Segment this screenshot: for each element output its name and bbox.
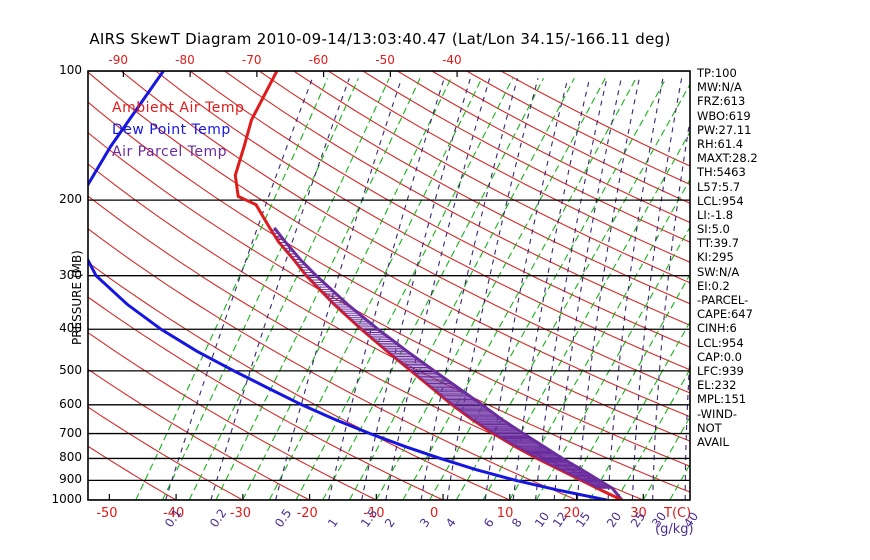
top-temp-tick-label: -40 [442,53,462,67]
bottom-temp-tick-label: -50 [96,506,118,521]
pressure-tick-label: 200 [59,192,82,207]
parameter-row: WBO:619 [697,108,751,123]
parameter-row: EL:232 [697,378,737,393]
parameter-row: TH:5463 [697,165,746,180]
pressure-tick-label: 100 [59,63,82,77]
parameter-row: MW:N/A [697,80,742,95]
parameter-row: PW:27.11 [697,122,752,137]
parameter-row: CAPE:647 [697,307,753,322]
bottom-temp-tick-label: 0 [430,506,439,521]
parameter-row: LI:-1.8 [697,207,734,222]
parameter-row: AVAIL [697,434,729,449]
top-temp-tick-label: -70 [241,53,262,67]
top-temp-tick-label: -80 [175,53,195,67]
parameter-row: L57:5.7 [697,179,741,194]
bottom-temp-tick-label: 20 [563,506,581,521]
parameter-row: -PARCEL- [697,293,749,307]
bottom-temp-tick-label: 30 [630,506,647,521]
x-axis-temp-title: T(C) [664,506,692,521]
top-temp-tick-label: -90 [108,53,128,67]
y-axis-title: PRESSURE (MB) [70,250,84,345]
parameter-row: LCL:954 [697,193,744,208]
parameter-panel: TP:100 MW:N/A FRZ:613 WBO:619 PW:27.11 RH:61.… [697,66,758,449]
parameter-row: EI:0.2 [697,278,730,293]
parameter-row: SI:5.0 [697,222,730,237]
x-axis-mixing-title: (g/kg) [655,522,694,537]
parameter-row: CINH:6 [697,321,737,336]
top-temp-tick-label: -60 [308,53,329,67]
legend-ambient-air-temp: Ambient Air Temp [112,100,245,116]
pressure-tick-label: 300 [59,267,82,282]
pressure-tick-label: 800 [59,450,82,465]
parameter-row: RH:61.4 [697,136,744,151]
legend-air-parcel-temp: Air Parcel Temp [112,144,227,160]
pressure-tick-label: 1000 [51,492,82,506]
bottom-temp-tick-label: -40 [163,506,185,521]
pressure-tick-label: 900 [59,472,82,487]
legend-dew-point-temp: Dew Point Temp [112,122,231,138]
bottom-temp-tick-label: 10 [496,506,514,521]
parameter-row: LCL:954 [697,335,744,350]
bottom-temp-tick-label: -10 [363,506,385,521]
parameter-row: TP:100 [697,66,737,80]
parameter-row: FRZ:613 [697,94,746,109]
parameter-row: SW:N/A [697,264,740,279]
pressure-tick-label: 700 [59,425,82,440]
bottom-temp-tick-label: -20 [296,506,318,521]
parameter-row: KI:295 [697,250,734,265]
parameter-row: TT:39.7 [697,236,740,251]
pressure-tick-label: 500 [59,362,82,377]
parameter-row: MAXT:28.2 [697,151,758,166]
parameter-row: MPL:151 [697,392,747,407]
top-temp-tick-label: -50 [375,53,395,67]
parameter-row: LFC:939 [697,363,744,378]
parameter-row: NOT [697,420,722,435]
parameter-row: CAP:0.0 [697,349,742,364]
pressure-tick-label: 400 [59,321,82,336]
parameter-row: -WIND- [697,406,738,421]
bottom-temp-tick-label: -30 [229,506,252,521]
pressure-tick-label: 600 [59,396,82,411]
page-title: AIRS SkewT Diagram 2010-09-14/13:03:40.4… [89,30,671,48]
